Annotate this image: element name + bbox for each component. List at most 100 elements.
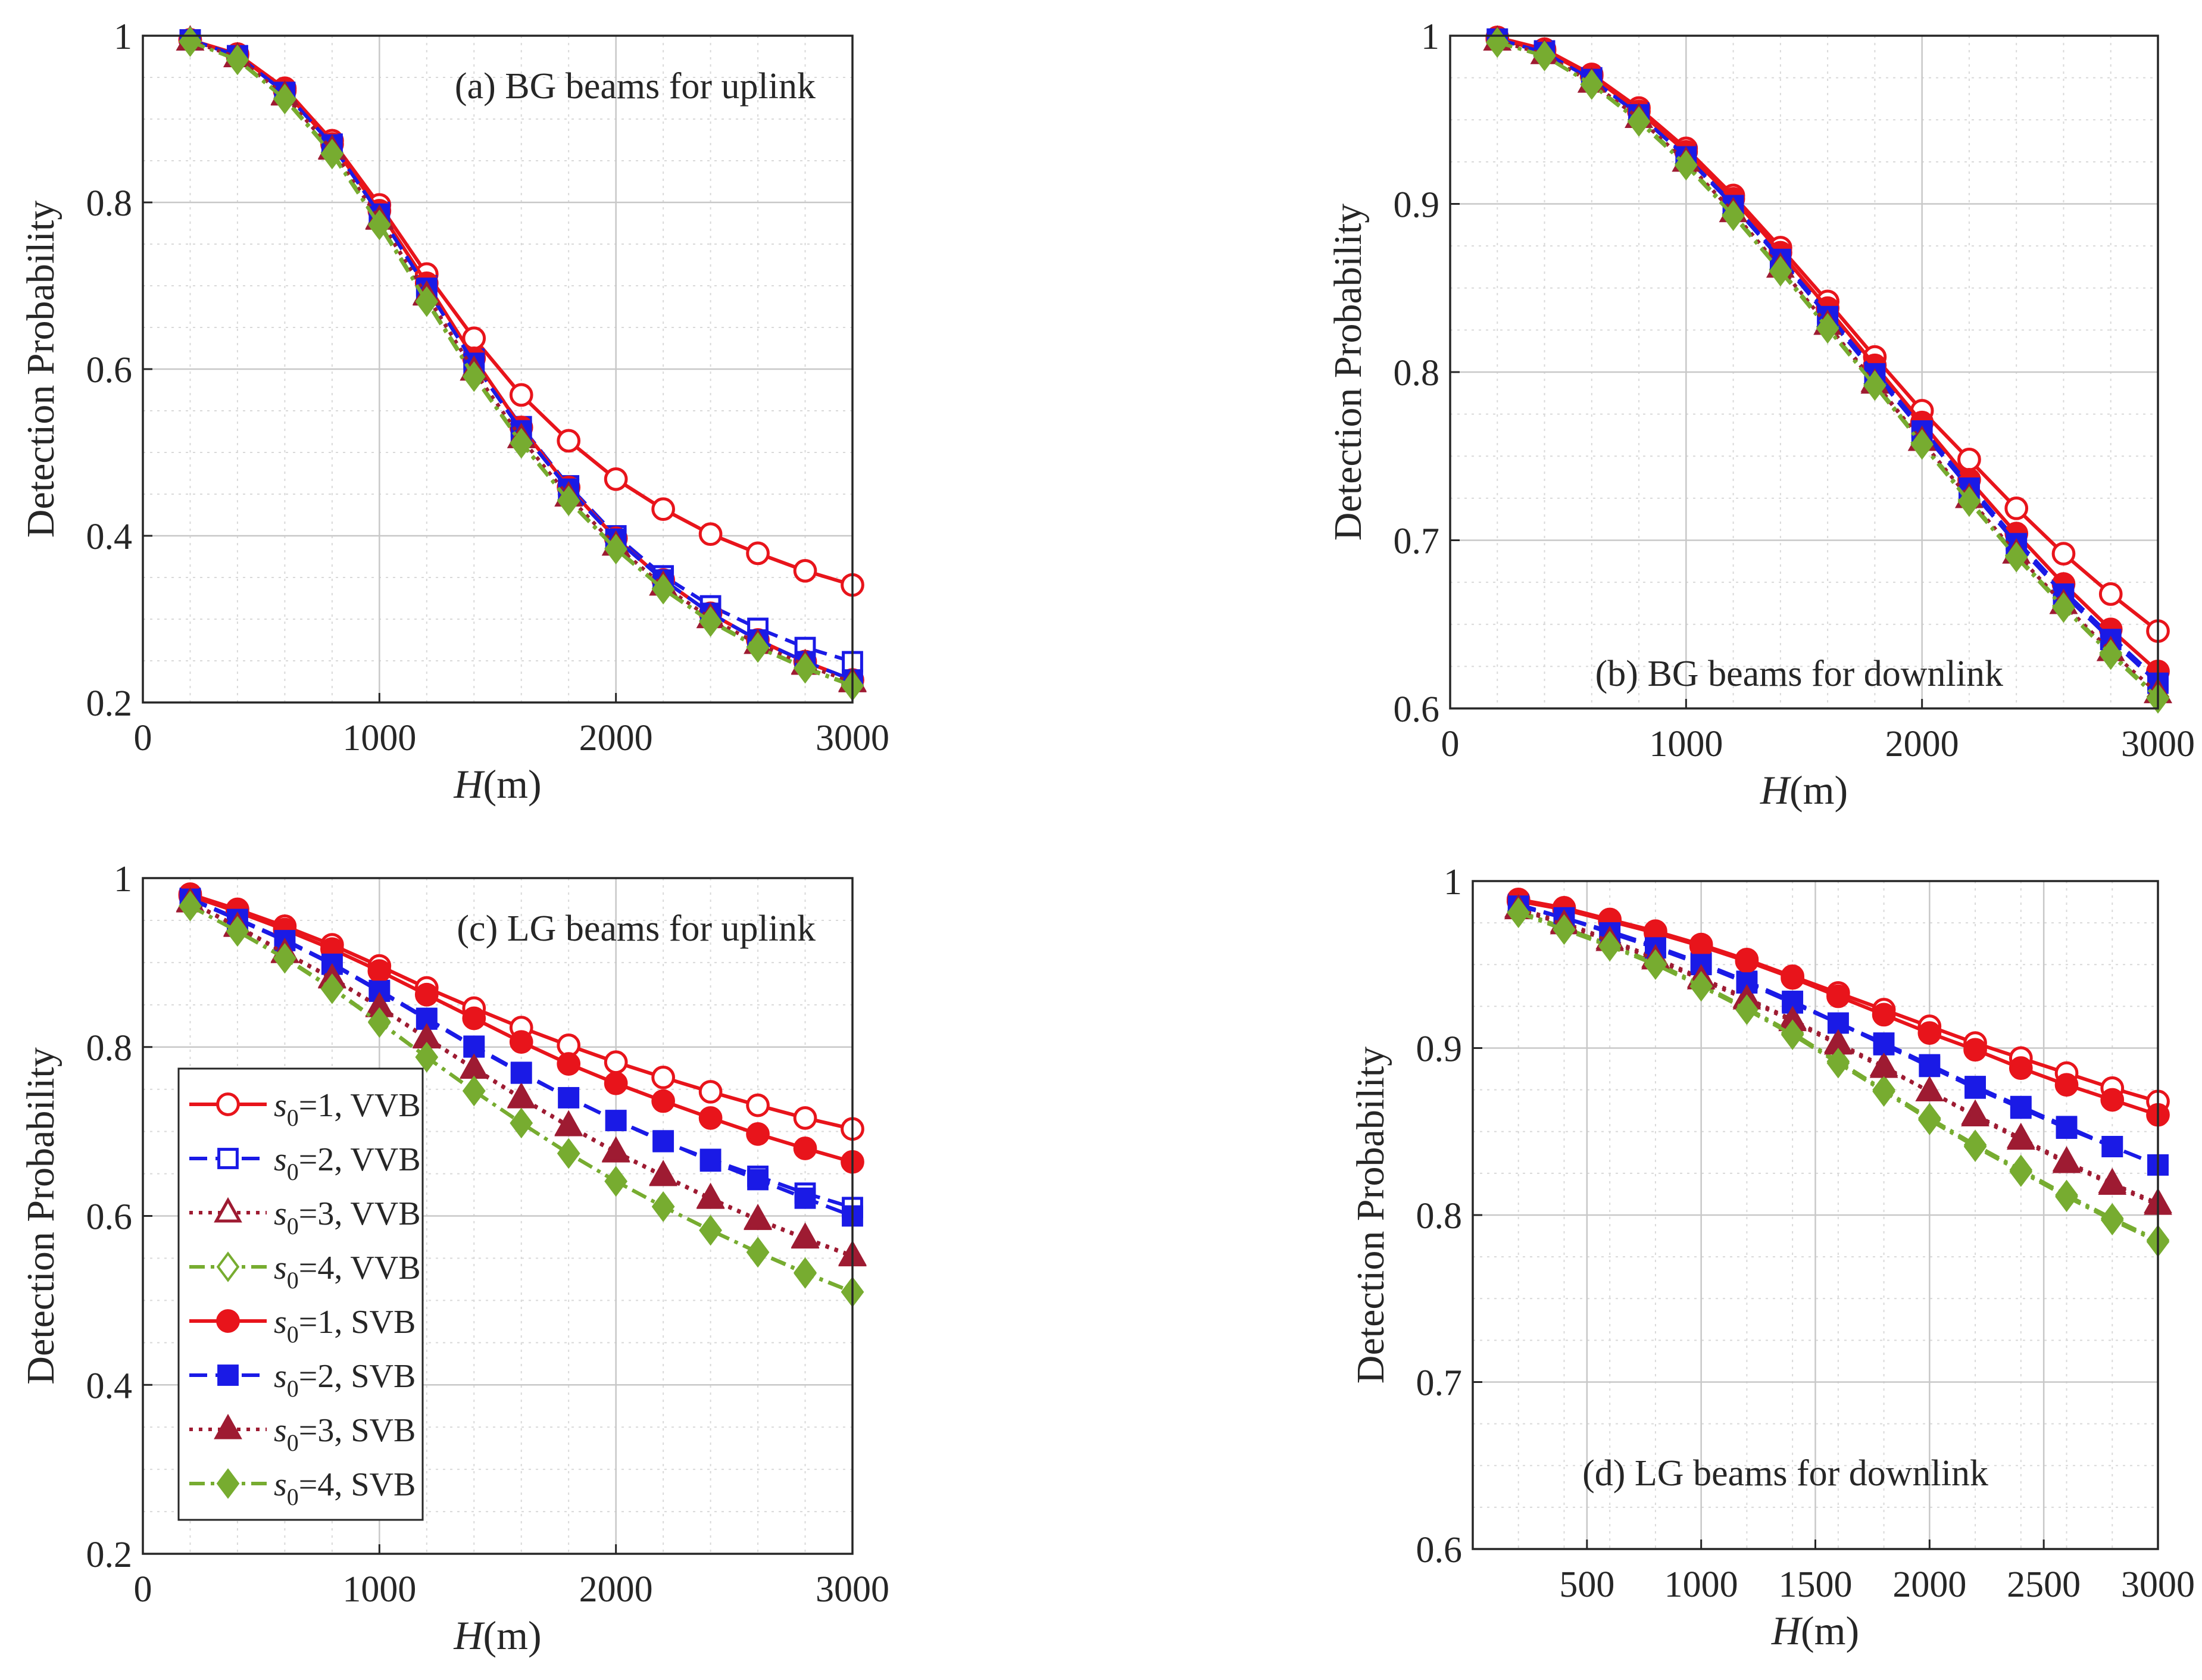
- data-point: [1689, 970, 1713, 1002]
- data-point: [604, 533, 627, 565]
- data-point: [2004, 542, 2028, 573]
- data-point: [1961, 1101, 1989, 1127]
- data-point: [1735, 994, 1759, 1025]
- data-point: [320, 139, 344, 170]
- data-point: [414, 982, 439, 1007]
- data-point: [273, 943, 296, 974]
- x-tick-label: 3000: [816, 718, 889, 758]
- data-point: [696, 1184, 725, 1209]
- legend-entry: s0=4, VVB: [189, 1250, 421, 1294]
- data-point: [604, 467, 628, 491]
- series-line-6: [189, 38, 854, 682]
- data-point: [1735, 949, 1759, 973]
- legend-label-rest: =1, SVB: [299, 1304, 416, 1341]
- data-point: [1580, 69, 1604, 100]
- data-point: [509, 1030, 533, 1054]
- data-point: [226, 44, 249, 76]
- panel-title: (c) LG beams for uplink: [457, 908, 816, 949]
- legend-label: s0=3, VVB: [274, 1195, 421, 1239]
- data-point: [320, 973, 344, 1004]
- data-point: [1826, 1048, 1850, 1079]
- legend-label-var: s: [274, 1304, 287, 1341]
- data-point: [557, 485, 580, 516]
- data-point: [558, 1086, 580, 1108]
- data-point: [699, 1214, 722, 1246]
- y-tick-label: 0.9: [1394, 185, 1440, 226]
- y-tick-label: 0.9: [1416, 1029, 1463, 1070]
- data-point: [510, 427, 533, 459]
- x-tick-label: 1000: [1649, 724, 1723, 764]
- data-point: [699, 606, 722, 637]
- data-point: [651, 1065, 675, 1089]
- data-point: [747, 1169, 769, 1191]
- legend-marker: [214, 1197, 242, 1223]
- data-point: [509, 383, 533, 407]
- legend-label-sub: 0: [287, 1267, 299, 1294]
- y-tick-label: 0.2: [86, 683, 133, 724]
- data-point: [1910, 429, 1934, 460]
- y-tick-label: 0.7: [1416, 1363, 1463, 1404]
- legend-entry: s0=2, VVB: [189, 1141, 421, 1185]
- data-point: [2100, 1204, 2124, 1236]
- data-point: [1918, 1104, 1941, 1135]
- panel-a: 0 1000 2000 3000 0.2 0.4 0.6 0.8 1 (a) BG beams f…: [19, 17, 889, 807]
- data-point: [462, 1075, 486, 1107]
- x-tick-label: 3000: [2121, 724, 2195, 764]
- y-tick-label: 0.8: [86, 183, 133, 224]
- x-tick-label: 2000: [579, 718, 653, 758]
- data-point: [1816, 313, 1839, 344]
- data-point: [1553, 914, 1576, 945]
- data-point: [557, 1052, 581, 1076]
- panel-title: (b) BG beams for downlink: [1595, 654, 2003, 694]
- data-point: [2052, 1147, 2081, 1173]
- data-point: [651, 573, 675, 605]
- x-tick-label: 1500: [1779, 1565, 1853, 1605]
- data-point: [746, 541, 770, 566]
- data-point: [462, 361, 486, 392]
- x-tick-label: 2000: [1885, 724, 1959, 764]
- legend-label-var: s: [274, 1412, 287, 1449]
- legend-label-rest: =4, SVB: [299, 1466, 416, 1503]
- data-point: [698, 1080, 723, 1104]
- panel-b-xlabel-unit: (m): [1789, 767, 1848, 813]
- data-point: [698, 1106, 723, 1130]
- data-point: [554, 1110, 583, 1136]
- x-tick-label: 0: [1441, 724, 1460, 764]
- data-point: [604, 1050, 628, 1075]
- legend-label-sub: 0: [287, 1158, 299, 1185]
- data-point: [651, 1089, 675, 1113]
- data-point: [2056, 1117, 2078, 1139]
- legend-label: s0=4, VVB: [274, 1250, 421, 1294]
- panel-d-ylabel: Detection Probability: [1349, 1047, 1392, 1384]
- x-tick-label: 3000: [816, 1569, 889, 1610]
- data-point: [2052, 592, 2075, 623]
- data-point: [2099, 639, 2123, 670]
- y-tick-label: 0.6: [86, 350, 133, 391]
- data-point: [1917, 1021, 1942, 1045]
- y-tick-label: 0.6: [1394, 689, 1440, 730]
- legend-label: s0=1, SVB: [274, 1304, 416, 1348]
- legend-label-var: s: [274, 1087, 287, 1124]
- y-tick-label: 1: [114, 859, 132, 900]
- data-point: [2051, 542, 2076, 566]
- data-point: [463, 1036, 485, 1058]
- legend-label-rest: =2, VVB: [299, 1141, 421, 1178]
- legend-label-sub: 0: [287, 1104, 299, 1131]
- data-point: [746, 632, 770, 663]
- data-point: [273, 83, 296, 115]
- data-point: [2009, 1156, 2033, 1187]
- panel-a-xlabel-unit: (m): [483, 761, 541, 807]
- y-tick-label: 0.4: [86, 517, 133, 557]
- data-point: [1598, 930, 1622, 962]
- data-point: [794, 1258, 817, 1289]
- data-point: [1826, 984, 1850, 1008]
- legend-label-var: s: [274, 1141, 287, 1178]
- data-point: [510, 1107, 533, 1139]
- legend-label: s0=4, SVB: [274, 1466, 416, 1510]
- panel-d: 500 1000 1500 2000 2500 3000 0.6 0.7 0.8 0.9 1 (d) …: [1349, 862, 2195, 1653]
- legend-box: [177, 1067, 424, 1521]
- data-point: [1873, 1033, 1895, 1056]
- data-point: [2100, 1088, 2125, 1112]
- legend-label: s0=2, VVB: [274, 1141, 421, 1185]
